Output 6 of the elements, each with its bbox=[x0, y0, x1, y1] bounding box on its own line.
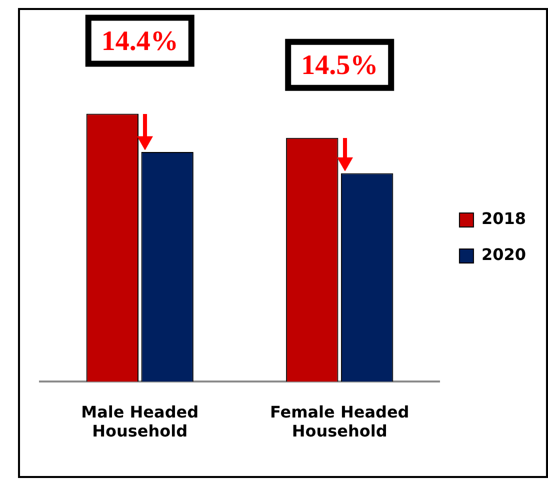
x-tick-label: Male Headed Household bbox=[81, 402, 199, 441]
text: 14.4% bbox=[101, 26, 178, 57]
text: 14.5% bbox=[301, 50, 378, 82]
legend-label: 2018 bbox=[481, 209, 526, 228]
x-tick-label: Female Headed Household bbox=[270, 402, 410, 441]
legend-label: 2020 bbox=[481, 245, 526, 264]
